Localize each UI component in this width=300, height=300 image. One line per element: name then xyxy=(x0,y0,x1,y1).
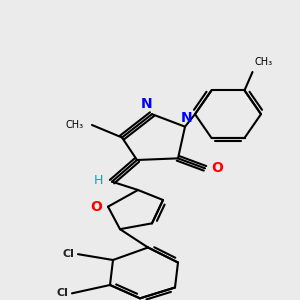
Text: Cl: Cl xyxy=(62,249,74,259)
Text: N: N xyxy=(181,111,193,125)
Text: O: O xyxy=(90,200,102,214)
Text: Cl: Cl xyxy=(56,288,68,298)
Text: O: O xyxy=(211,161,223,175)
Text: CH₃: CH₃ xyxy=(254,57,273,67)
Text: CH₃: CH₃ xyxy=(66,120,84,130)
Text: N: N xyxy=(141,97,153,111)
Text: H: H xyxy=(93,173,103,187)
